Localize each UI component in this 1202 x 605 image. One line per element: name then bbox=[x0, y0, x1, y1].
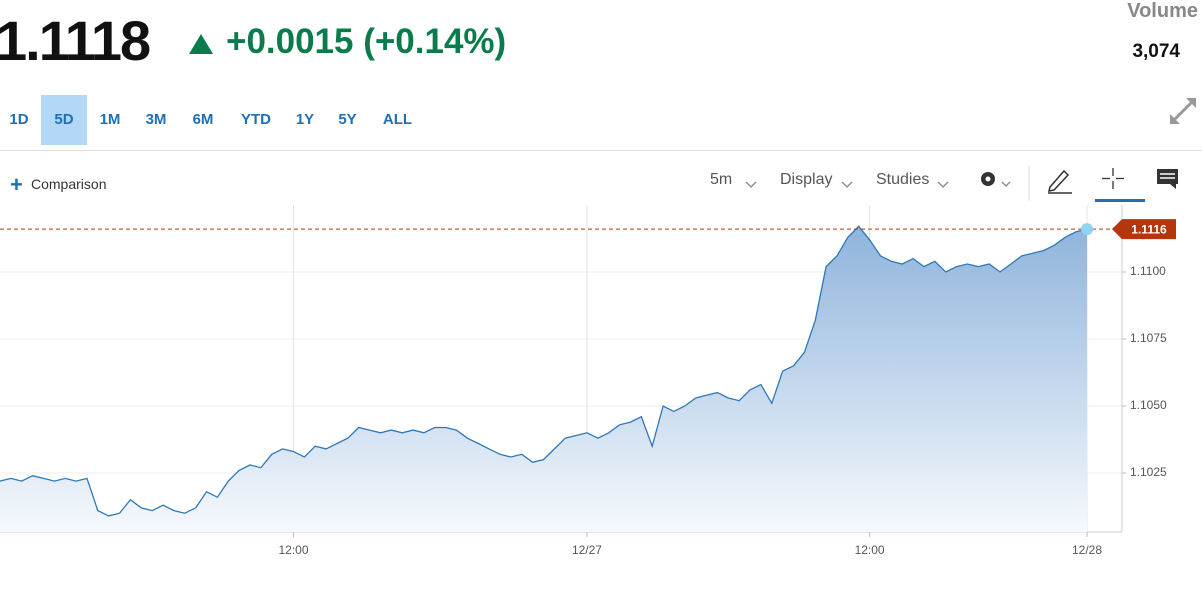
comparison[interactable]: Comparison bbox=[31, 176, 107, 192]
x-tick-label: 12/27 bbox=[572, 543, 602, 557]
range-tab[interactable]: 6M bbox=[192, 111, 214, 128]
line bbox=[0, 225, 1088, 517]
y-tick-label: 1.1100 bbox=[1130, 264, 1166, 278]
last-point bbox=[1081, 223, 1093, 236]
studies[interactable]: Studies bbox=[876, 171, 930, 188]
x-tick-label: 12:00 bbox=[278, 543, 308, 557]
change: +0.0015 (+0.14%) bbox=[226, 22, 507, 61]
chart: 1.1025 1.1050 1.1075 1.1100 12:00 12/27 12:00 1… bbox=[0, 205, 1176, 557]
range-tab[interactable]: 5Y bbox=[338, 111, 357, 128]
toolbar-icons bbox=[745, 165, 1178, 202]
price: 1.1118 bbox=[0, 9, 151, 72]
range-tab[interactable]: 1D bbox=[9, 111, 29, 128]
expand-icon[interactable] bbox=[1166, 94, 1200, 128]
price-tag bbox=[1112, 219, 1176, 240]
y-tick-label: 1.1050 bbox=[1130, 398, 1167, 412]
y-tick-label: 1.1075 bbox=[1130, 331, 1167, 345]
range-tab[interactable]: 3M bbox=[145, 111, 167, 128]
y-tick-label: 1.1025 bbox=[1130, 465, 1167, 479]
range-tab[interactable]: 5D bbox=[41, 95, 87, 145]
crosshair-icon[interactable] bbox=[1102, 168, 1124, 189]
display[interactable]: Display bbox=[780, 171, 833, 188]
plus-icon[interactable]: + bbox=[10, 172, 23, 197]
pencil-icon[interactable] bbox=[1047, 169, 1072, 194]
range-tab[interactable]: 1Y bbox=[295, 111, 315, 128]
price-tag-label: 1.1116 bbox=[1131, 222, 1167, 236]
volume-label: Volume bbox=[1127, 0, 1198, 22]
range-tab[interactable]: ALL bbox=[382, 111, 413, 128]
comment-icon[interactable] bbox=[1157, 169, 1178, 189]
interval[interactable]: 5m bbox=[710, 171, 733, 188]
range-tab[interactable]: YTD bbox=[241, 111, 271, 128]
x-tick-label: 12:00 bbox=[855, 543, 885, 557]
area bbox=[0, 226, 1087, 532]
active-tool bbox=[1095, 199, 1145, 202]
volume: 3,074 bbox=[1132, 41, 1180, 62]
separator bbox=[0, 150, 1202, 151]
x-tick-label: 12/28 bbox=[1072, 543, 1102, 557]
range-tab[interactable]: 1M bbox=[99, 111, 121, 128]
up-arrow bbox=[189, 34, 213, 54]
